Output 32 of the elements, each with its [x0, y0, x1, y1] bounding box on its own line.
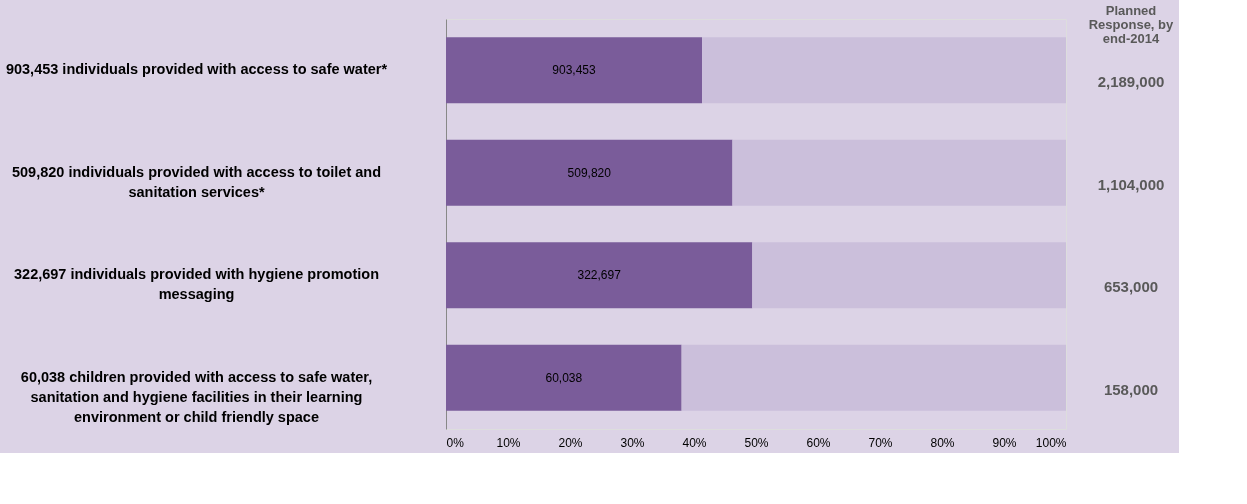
bar	[702, 37, 1066, 104]
x-tick-label: 10%	[496, 435, 521, 450]
bar	[681, 344, 1066, 411]
annotation: 903,453	[552, 63, 597, 78]
bar	[446, 37, 703, 104]
x-tick-label: 90%	[992, 435, 1017, 450]
annotation: 509,820	[567, 165, 612, 180]
x-tick-label: 40%	[682, 435, 707, 450]
text: 1,104,000	[1097, 175, 1165, 193]
bar	[752, 242, 1066, 309]
text: 158,000	[1103, 380, 1159, 398]
x-tick-label: 100%	[1035, 435, 1067, 450]
x-tick-label: 60%	[806, 435, 831, 450]
annotation: 60,038	[545, 370, 583, 385]
bar	[732, 139, 1066, 206]
text: Planned Response, by end-2014	[1088, 3, 1175, 46]
x-tick-label: 0%	[446, 435, 465, 450]
x-tick-label: 30%	[620, 435, 645, 450]
y-tick-label: 509,820 individuals provided with access to toilet and sanitation services*	[11, 163, 382, 200]
bar	[446, 139, 733, 206]
text: 2,189,000	[1097, 73, 1165, 91]
bar	[446, 242, 753, 309]
y-tick-label: 322,697 individuals provided with hygiene promotion messaging	[14, 266, 379, 303]
y-tick-label: 903,453 individuals provided with access to safe water*	[5, 61, 388, 78]
bar	[446, 344, 682, 411]
x-tick-label: 20%	[558, 435, 583, 450]
x-tick-label: 70%	[868, 435, 893, 450]
x-tick-label: 80%	[930, 435, 955, 450]
x-tick-label: 50%	[744, 435, 769, 450]
y-tick-label: 60,038 children provided with access to safe water, sanitation and hygiene facilities in their learning environment or child friendly space	[20, 368, 373, 425]
annotation: 322,697	[577, 268, 622, 283]
text: 653,000	[1103, 278, 1159, 296]
